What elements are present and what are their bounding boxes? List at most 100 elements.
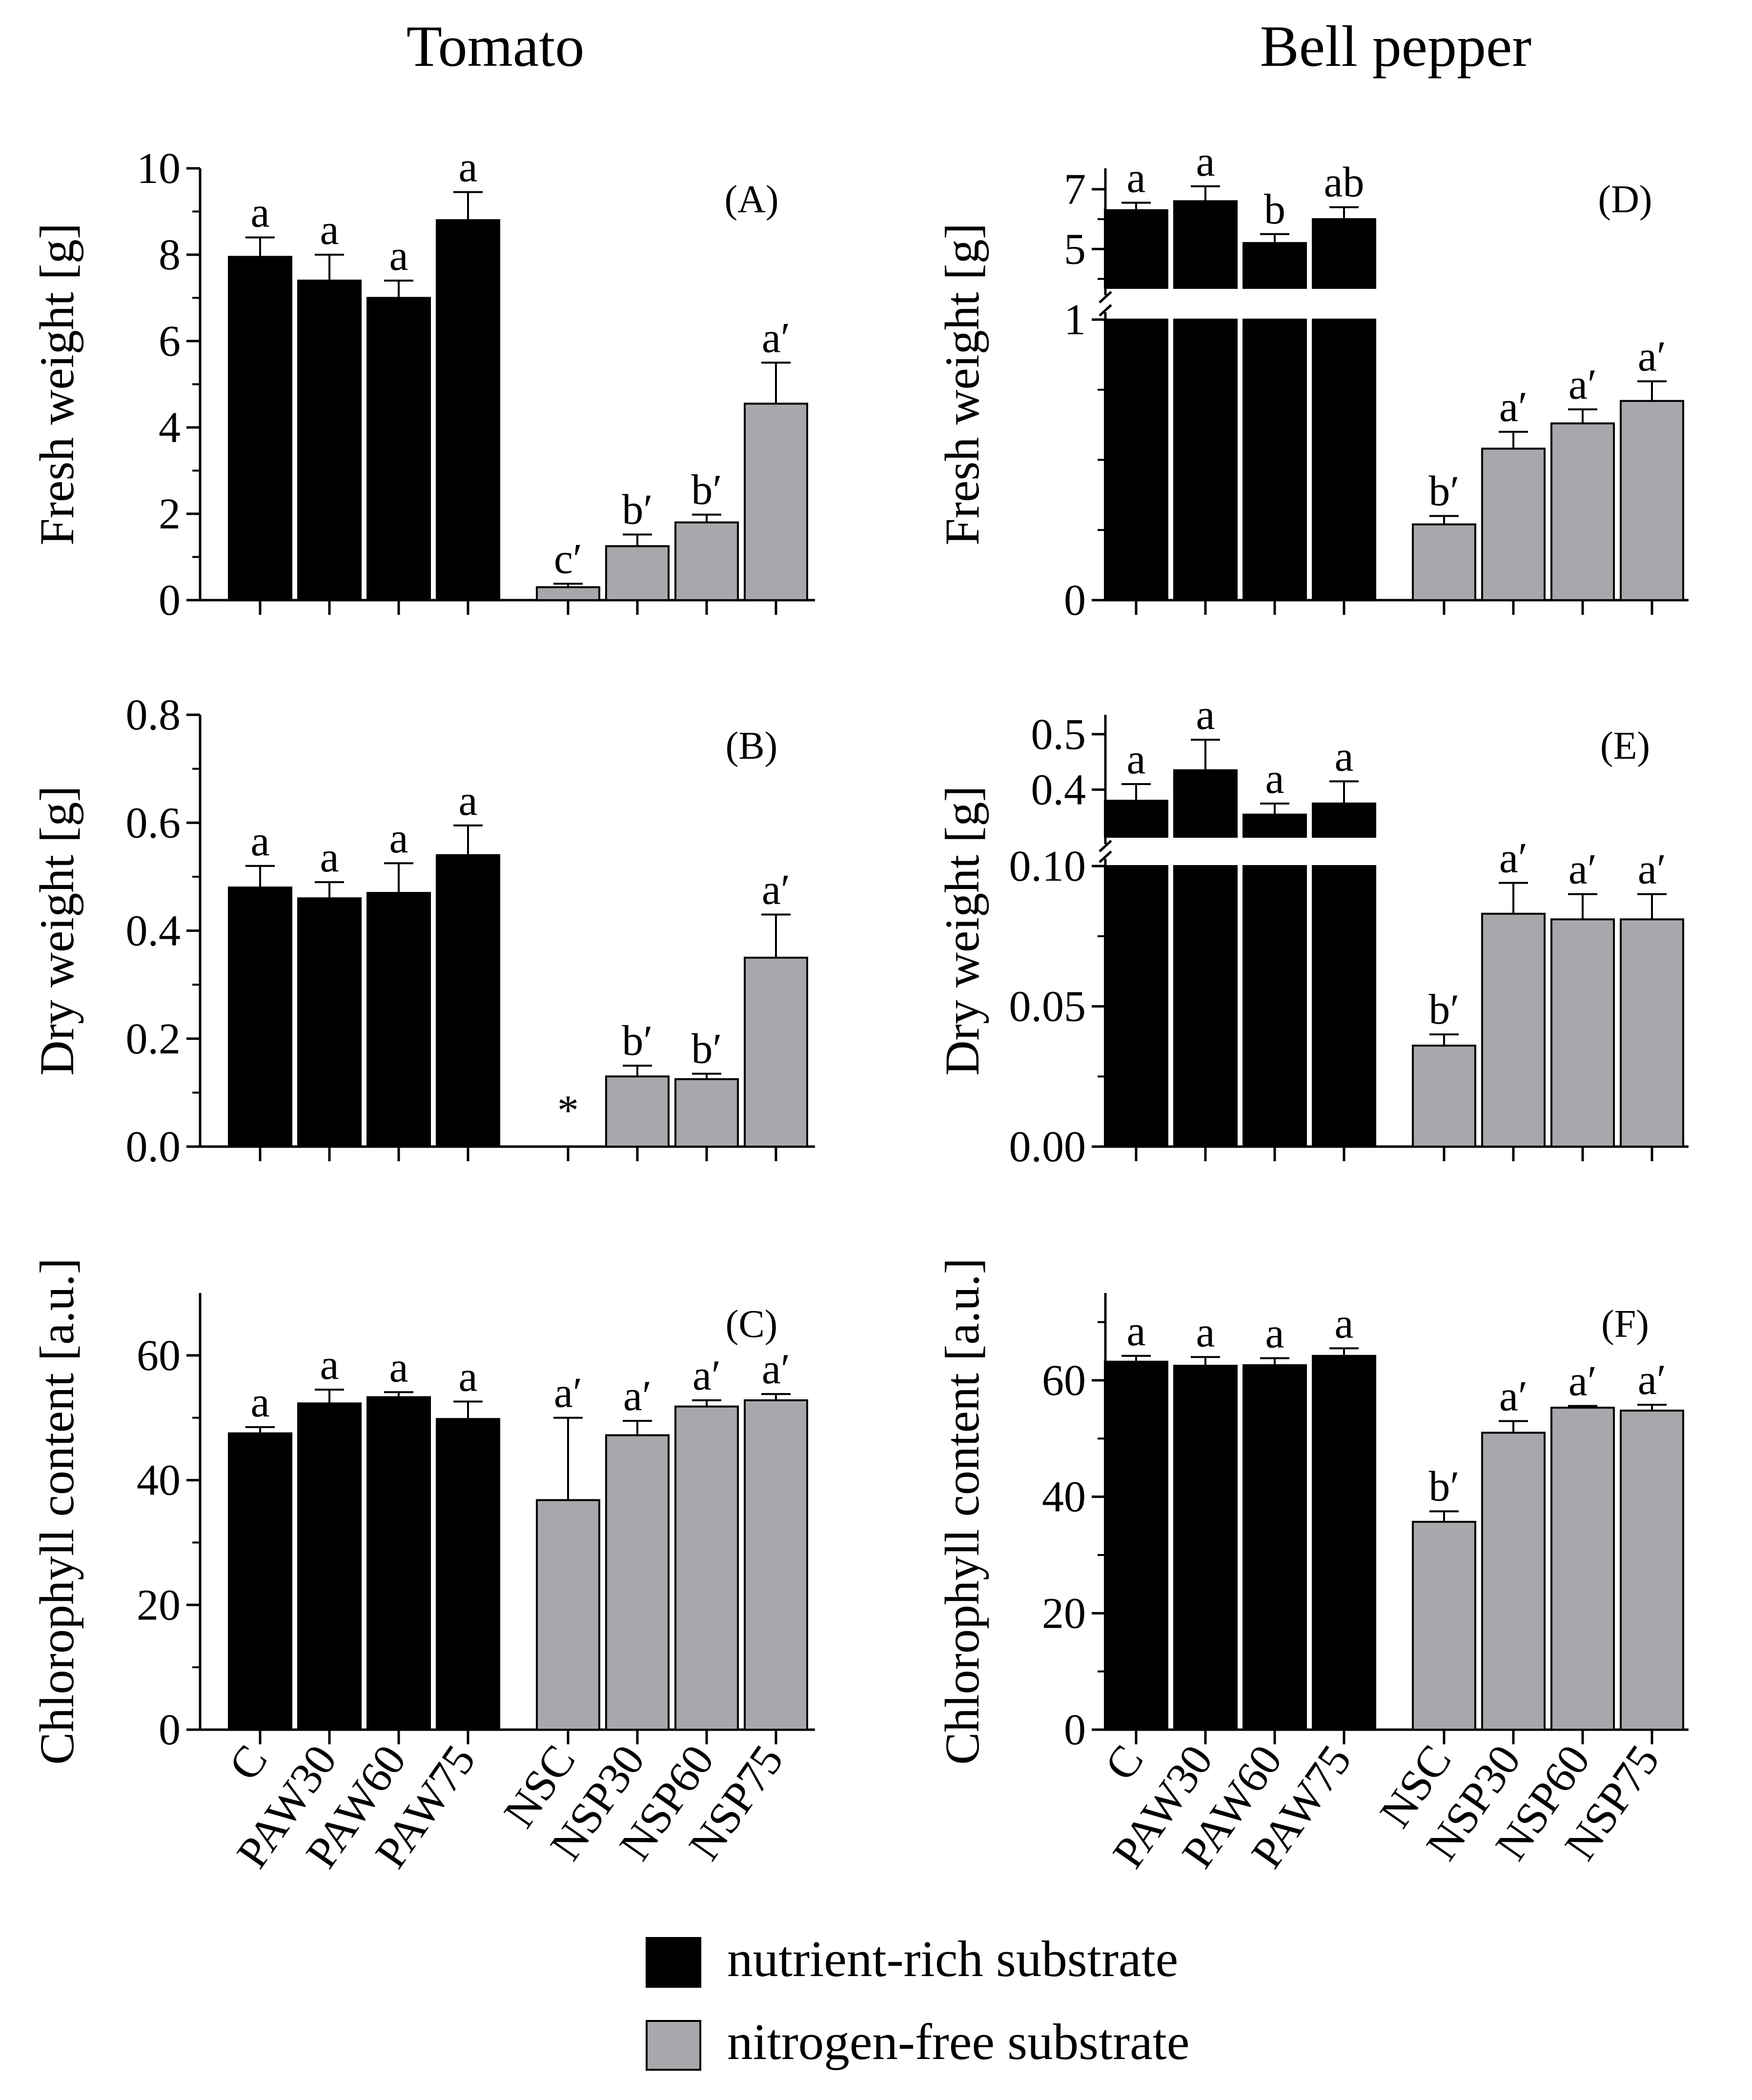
bar-nsc <box>1412 1520 1476 1731</box>
chart-panel-b: 0.0 0.2 0.4 0.6 0.8 Dry weight [g] (B) a a a a * b′ b… <box>30 691 815 1171</box>
significance-label: a′ <box>1569 1358 1597 1405</box>
bar-paw30 <box>297 1402 362 1731</box>
significance-label: a′ <box>1569 846 1597 893</box>
bar-nsp60 <box>1550 1407 1615 1731</box>
axis-break-mark <box>1099 850 1112 863</box>
panel-label: (A) <box>724 178 778 221</box>
bar-c-upper <box>1104 800 1168 838</box>
chart-panel-c: 0 20 40 60 Chlorophyll content [a.u.] (C) a a a a… <box>30 1258 815 1877</box>
significance-label: b′ <box>622 486 652 533</box>
panel-label: (F) <box>1601 1303 1649 1346</box>
bar-paw30 <box>1173 1365 1238 1731</box>
panel-label: (B) <box>726 725 778 767</box>
bar-paw75-upper <box>1312 218 1376 289</box>
chart-panel-f: 0 20 40 60 Chlorophyll content [a.u.] (F) a a a a… <box>935 1258 1689 1877</box>
bar-paw60-upper <box>1243 813 1307 838</box>
significance-label: a′ <box>1499 1373 1528 1420</box>
bar-paw30-lower <box>1173 319 1238 601</box>
significance-label: a′ <box>762 1346 790 1393</box>
y-axis-title: Chlorophyll content [a.u.] <box>935 1258 989 1765</box>
bar-nsc <box>536 1499 600 1731</box>
column-title-bell-pepper: Bell pepper <box>1260 14 1531 79</box>
significance-label: a <box>389 815 408 862</box>
panel-label: (E) <box>1600 725 1650 767</box>
bar-paw60 <box>367 1396 431 1731</box>
bar-paw75 <box>436 854 500 1148</box>
significance-label: a <box>320 834 339 881</box>
axis-break-mark <box>1099 291 1112 303</box>
significance-label: a <box>1196 691 1215 739</box>
y-tick-label: 0.00 <box>1009 1123 1086 1171</box>
bar-paw60-lower <box>1243 319 1307 601</box>
axis-break-mark <box>1099 840 1112 852</box>
y-tick-label: 10 <box>137 144 181 193</box>
significance-label: a <box>320 1341 339 1389</box>
chart-panel-a: 0 2 4 6 8 10 Fresh weight [g] (A) a a a a c′ b′ b′ a′ <box>30 144 815 625</box>
significance-label: a <box>1126 1308 1145 1355</box>
bar-paw75 <box>1312 1354 1376 1731</box>
bar-paw75-lower <box>1312 865 1376 1148</box>
significance-label: a <box>458 1353 477 1400</box>
significance-label: a <box>1196 1309 1215 1356</box>
significance-label: a′ <box>762 866 790 913</box>
significance-label: a′ <box>1638 1356 1666 1404</box>
panel-label: (D) <box>1598 178 1652 221</box>
bar-nsp60 <box>674 1078 739 1148</box>
significance-label: ab <box>1324 159 1364 206</box>
y-tick-label: 0.0 <box>126 1123 181 1171</box>
bar-paw30 <box>297 280 362 601</box>
significance-label: a′ <box>693 1352 721 1399</box>
y-tick-label: 8 <box>159 231 181 279</box>
significance-label: a <box>250 818 269 865</box>
panel-label: (C) <box>726 1303 778 1346</box>
bar-paw60 <box>1243 1364 1307 1731</box>
significance-label: b′ <box>691 466 722 514</box>
bar-paw75-lower <box>1312 319 1376 601</box>
bar-nsc <box>1412 523 1476 601</box>
bar-c-lower <box>1104 865 1168 1148</box>
y-axis-title: Dry weight [g] <box>935 786 989 1075</box>
significance-label: b′ <box>1428 468 1459 515</box>
bar-paw75 <box>436 1418 500 1731</box>
y-tick-label: 0.8 <box>126 691 181 739</box>
significance-label: a′ <box>554 1370 582 1417</box>
legend-swatch-nitrogen-free <box>646 2020 701 2071</box>
bar-nsp75 <box>1620 918 1684 1148</box>
y-axis-title: Dry weight [g] <box>30 786 84 1075</box>
bar-nsp75 <box>744 956 808 1148</box>
chart-panel-e: 0.00 0.05 0.10 0.4 0.5 Dry weight [g] (E) a a a a b… <box>935 691 1689 1171</box>
significance-label: * <box>557 1087 579 1134</box>
significance-label: a <box>1126 154 1145 202</box>
bar-nsp30 <box>1481 447 1546 601</box>
bar-nsp75 <box>744 403 808 601</box>
bar-paw60 <box>367 892 431 1148</box>
bar-nsp30 <box>605 1075 670 1148</box>
bar-c-upper <box>1104 209 1168 289</box>
significance-label: a <box>320 206 339 254</box>
y-tick-label: 4 <box>159 404 181 452</box>
y-tick-label: 0.5 <box>1031 710 1086 759</box>
significance-label: a′ <box>762 314 790 362</box>
bar-paw60-lower <box>1243 865 1307 1148</box>
bar-paw30-lower <box>1173 865 1238 1148</box>
significance-label: a′ <box>1499 384 1528 431</box>
bar-nsp60 <box>1550 422 1615 601</box>
y-tick-label: 0 <box>159 1706 181 1754</box>
y-tick-label: 40 <box>1042 1473 1086 1521</box>
y-tick-label: 40 <box>137 1456 181 1505</box>
significance-label: b′ <box>691 1026 722 1073</box>
bar-nsp75 <box>1620 400 1684 601</box>
significance-label: b′ <box>622 1017 652 1065</box>
significance-label: b′ <box>1428 986 1459 1033</box>
significance-label: a′ <box>1569 361 1597 408</box>
x-category-label: C <box>1095 1736 1153 1789</box>
significance-label: a <box>458 777 477 825</box>
significance-label: a <box>250 189 269 237</box>
y-tick-label: 20 <box>1042 1589 1086 1637</box>
bar-nsp30 <box>1481 1432 1546 1731</box>
y-tick-label: 0.10 <box>1009 842 1086 890</box>
y-tick-label: 0.6 <box>126 799 181 847</box>
y-axis-title: Fresh weight [g] <box>935 223 989 545</box>
